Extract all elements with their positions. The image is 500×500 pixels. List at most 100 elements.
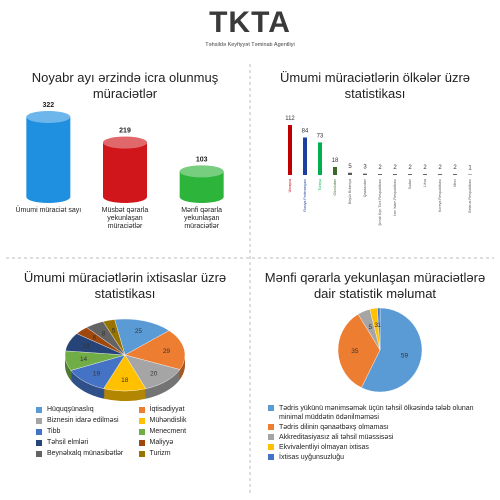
- legend-label: Tədris yükünü mənimsəmək üçün təhsil ölk…: [279, 405, 474, 421]
- logo-subtitle: Təhsildə Keyfiyyət Təminatı Agentliyi: [205, 42, 294, 48]
- legend-item: İxtisas uyğunsuzluğu: [268, 453, 490, 462]
- legend-item: Mühəndislik: [138, 417, 242, 424]
- legend-label: İxtisas uyğunsuzluğu: [279, 454, 344, 461]
- legend-item: Maliyyə: [138, 439, 242, 446]
- legend: Tədris yükünü mənimsəmək üçün təhsil ölk…: [268, 404, 490, 463]
- logo: TKTA: [209, 6, 291, 39]
- legend-swatch: [138, 440, 145, 446]
- category-label: Gürcüstan: [333, 179, 337, 196]
- value-label: 1: [468, 166, 472, 172]
- legend-swatch: [138, 407, 145, 413]
- value-label: 3: [363, 165, 367, 171]
- pie-slice: [361, 307, 423, 393]
- bar: [318, 142, 322, 175]
- category-label: İran İslam Respublikası: [392, 179, 397, 216]
- category-label: Sudan: [408, 179, 412, 189]
- category-label: Ümumi müraciət sayı: [15, 207, 82, 214]
- legend-item: Təhsil elmləri: [36, 439, 139, 446]
- legend-label: Akkreditasiyasız ali təhsil müəssisəsi: [279, 434, 394, 441]
- legend-item: Tədris yükünü mənimsəmək üçün təhsil ölk…: [268, 404, 490, 422]
- legend-swatch: [268, 454, 274, 460]
- value-label: 2: [423, 165, 427, 171]
- value-label: 29: [163, 348, 171, 355]
- value-label: 6: [93, 335, 97, 342]
- legend-swatch: [138, 418, 145, 424]
- value-label: 5: [348, 164, 352, 170]
- bar: [303, 137, 307, 175]
- category-label: Ukrayna: [288, 179, 292, 192]
- category-label: Misir: [453, 178, 457, 186]
- category-label: Şimali Kipr Türk Respublikası: [378, 179, 382, 226]
- value-label: 84: [302, 129, 309, 135]
- legend-label: Mühəndislik: [149, 417, 187, 424]
- category-label: Litva: [423, 179, 427, 187]
- bar: [438, 174, 442, 175]
- bar: [333, 166, 337, 175]
- legend-swatch: [36, 407, 42, 413]
- bar: [26, 117, 71, 197]
- category-label: Böyük Britaniya: [348, 179, 352, 204]
- category-label: Qazaxıstan: [363, 179, 367, 197]
- legend-item: Hüquqşünaslıq: [36, 406, 139, 413]
- bar: [408, 174, 412, 175]
- value-label: 3: [374, 322, 378, 329]
- legend-swatch: [268, 424, 274, 430]
- cylinder-top: [179, 165, 224, 178]
- category-label: Türkiyə: [318, 179, 322, 191]
- bar: [103, 142, 147, 197]
- legend-label: Ekvivalentliyi olmayan ixtisas: [279, 444, 369, 451]
- value-label: 2: [453, 165, 457, 171]
- value-label: 13: [82, 343, 90, 350]
- legend-swatch: [36, 429, 42, 435]
- legend-label: Tibb: [47, 428, 61, 435]
- category-label: Rusiya Federasiyası: [303, 179, 307, 212]
- legend-label: Biznesin idarə edilməsi: [47, 417, 119, 424]
- value-label: 5: [112, 328, 116, 335]
- bar: [378, 174, 382, 175]
- legend-swatch: [36, 418, 42, 424]
- value-label: 19: [93, 371, 101, 378]
- legend-item: Tibb: [36, 428, 139, 435]
- legend-item: Turizm: [138, 450, 242, 457]
- legend-swatch: [268, 405, 274, 411]
- value-label: 1: [377, 322, 381, 329]
- legend-item: Beynəlxalq münasibətlər: [36, 450, 139, 457]
- legend-swatch: [138, 429, 145, 435]
- legend-item: Biznesin idarə edilməsi: [36, 417, 139, 424]
- chart-title: Ümumi müraciətlərin ölkələr üzrə statist…: [280, 70, 470, 101]
- value-label: 5: [368, 324, 372, 331]
- legend-label: Menecment: [149, 428, 187, 435]
- legend-label: Tədris dilinin qənaətbəxş olmaması: [279, 424, 389, 431]
- legend-swatch: [138, 451, 145, 457]
- value-label: 322: [42, 102, 54, 109]
- value-label: 2: [408, 165, 412, 171]
- category-label: Koreya Respublikası: [438, 179, 442, 212]
- legend-label: Turizm: [149, 450, 171, 457]
- legend-label: İqtisadiyyat: [149, 406, 185, 413]
- legend-label: Maliyyə: [149, 439, 174, 446]
- pie-slice: [337, 313, 381, 388]
- chart-title: Noyabr ayı ərzində icra olunmuş müraciət…: [31, 70, 219, 101]
- bar: [423, 174, 427, 175]
- value-label: 219: [119, 128, 131, 135]
- value-label: 18: [121, 377, 129, 384]
- legend-label: Təhsil elmləri: [47, 439, 89, 446]
- legend-swatch: [36, 440, 42, 446]
- value-label: 103: [196, 156, 208, 163]
- value-label: 112: [285, 116, 295, 122]
- pie-slice: [102, 319, 126, 356]
- cylinder-top-shine: [103, 136, 147, 149]
- legend-item: Tədris dilinin qənaətbəxş olmaması: [268, 423, 490, 432]
- value-label: 2: [438, 165, 442, 171]
- value-label: 25: [135, 328, 143, 335]
- cylinder-top-shine: [26, 111, 71, 123]
- value-label: 35: [351, 348, 359, 355]
- bar: [453, 174, 457, 175]
- bar: [288, 125, 292, 175]
- value-label: 20: [150, 370, 158, 377]
- legend-label: Hüquqşünaslıq: [47, 406, 94, 413]
- cylinder-top: [26, 111, 71, 123]
- bar: [348, 172, 352, 175]
